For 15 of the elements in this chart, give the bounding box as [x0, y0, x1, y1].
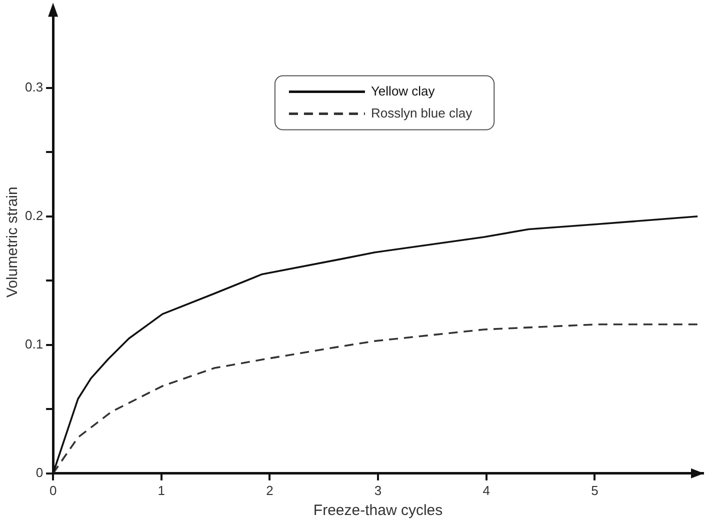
text: Yellow clay [370, 83, 436, 98]
y-tick-label: 0.2 [24, 208, 44, 223]
x-tick-label: 2 [266, 482, 274, 498]
y-tick-label: 0 [36, 464, 44, 480]
x-tick-label: 4 [482, 482, 490, 498]
x-tick-label: 0 [49, 482, 57, 498]
x-tick-label: 1 [158, 482, 166, 498]
y-tick-label: 0.3 [24, 79, 44, 94]
x-axis-title: Freeze-thaw cycles [313, 502, 443, 520]
y-tick-label: 0.1 [24, 336, 44, 352]
y-axis-title: Volumetric strain [4, 186, 22, 298]
x-tick-label: 5 [591, 482, 598, 498]
line-series [53, 323, 698, 474]
x-tick-label: 3 [374, 482, 382, 498]
text: Rosslyn blue clay [370, 105, 473, 120]
